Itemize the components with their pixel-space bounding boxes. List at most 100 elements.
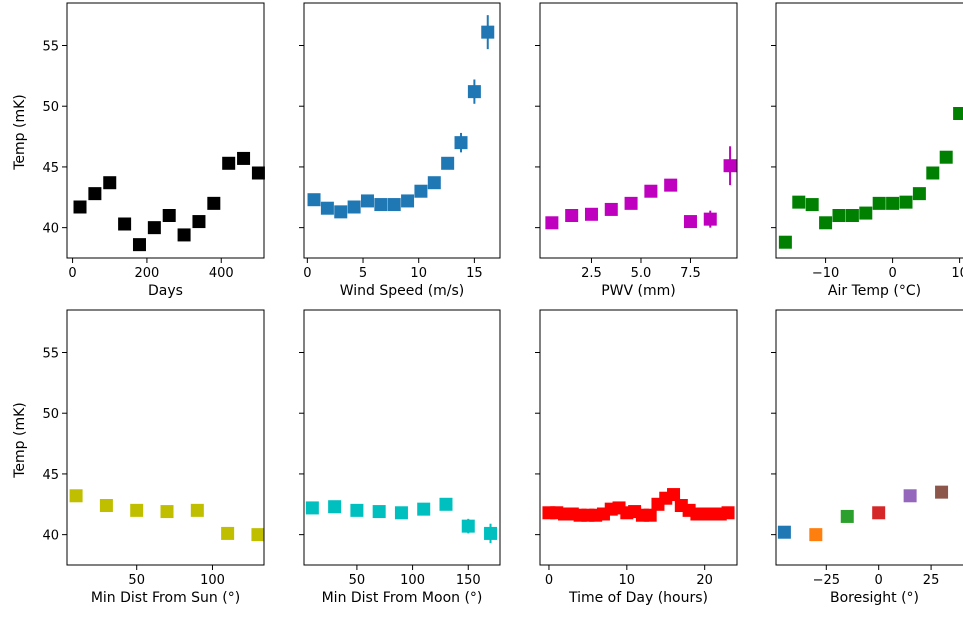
- x-axis-label: Air Temp (°C): [828, 283, 921, 299]
- data-point: [441, 156, 455, 170]
- data-point: [374, 198, 388, 212]
- data-point: [467, 85, 481, 99]
- ylabel-top: Temp (mK): [12, 94, 28, 171]
- ylabel-bottom: Temp (mK): [12, 402, 28, 479]
- y-tick-label: 40: [42, 222, 59, 237]
- data-point: [221, 526, 235, 540]
- axes-frame: [775, 2, 963, 259]
- data-point: [886, 196, 900, 210]
- axes-frame: [66, 2, 265, 259]
- x-tick-label: 200: [135, 266, 160, 281]
- y-tick-label: 45: [42, 161, 59, 176]
- y-tick-label: 45: [42, 468, 59, 483]
- data-point: [859, 206, 873, 220]
- y-tick-label: 40: [42, 529, 59, 544]
- data-point: [69, 489, 83, 503]
- data-point: [723, 159, 737, 173]
- data-point: [778, 235, 792, 249]
- data-point: [251, 528, 265, 542]
- data-point: [777, 525, 791, 539]
- x-axis-label: Boresight (°): [830, 590, 919, 606]
- panel-6: 50 100 150 Min Dist From Moon (°): [299, 309, 501, 606]
- x-tick-label: 100: [400, 573, 425, 588]
- panel-1: 40 45 50 55 0 200 400 Days: [42, 2, 265, 299]
- axes-frame: [775, 309, 963, 566]
- data-point: [721, 506, 735, 520]
- data-point: [872, 506, 886, 520]
- data-point: [643, 508, 657, 522]
- x-tick-label: 25: [923, 573, 940, 588]
- data-point: [334, 205, 348, 219]
- data-point: [192, 215, 206, 229]
- data-point: [427, 176, 441, 190]
- data-point: [939, 150, 953, 164]
- data-point: [935, 485, 949, 499]
- data-point: [162, 209, 176, 222]
- y-tick-label: 55: [42, 347, 59, 362]
- data-point: [809, 528, 823, 542]
- data-point: [454, 136, 468, 150]
- data-point: [664, 178, 678, 192]
- data-point: [237, 151, 251, 165]
- y-tick-label: 50: [42, 407, 59, 422]
- data-point: [819, 216, 833, 230]
- data-point: [394, 506, 408, 520]
- axes-frame: [303, 2, 501, 259]
- data-point: [130, 503, 144, 517]
- panel-4: −10 0 10 Air Temp (°C): [771, 2, 963, 299]
- x-tick-label: 0: [888, 266, 896, 281]
- data-point: [903, 489, 917, 503]
- x-tick-label: 10: [410, 266, 427, 281]
- x-tick-label: 0: [303, 266, 311, 281]
- x-axis-label: Min Dist From Sun (°): [91, 590, 240, 606]
- axes-frame: [539, 309, 738, 566]
- data-point: [360, 194, 374, 208]
- data-point: [624, 196, 638, 210]
- y-tick-label: 50: [42, 100, 59, 115]
- data-point: [644, 184, 658, 198]
- y-tick-label: 55: [42, 40, 59, 55]
- data-point: [565, 209, 579, 222]
- x-tick-label: 100: [200, 573, 225, 588]
- data-point: [667, 488, 681, 502]
- x-tick-label: 50: [349, 573, 366, 588]
- x-tick-label: 10: [951, 266, 963, 281]
- x-tick-label: 20: [696, 573, 713, 588]
- data-point: [439, 497, 453, 511]
- data-point: [584, 207, 598, 221]
- panel-7: 0 10 20 Time of Day (hours): [535, 309, 738, 606]
- x-tick-label: 7.5: [680, 266, 701, 281]
- panel-5: 40 45 50 55 50 100 Min Dist From Sun (°): [42, 309, 265, 606]
- data-point: [845, 209, 859, 222]
- data-point: [222, 156, 236, 170]
- data-point: [147, 221, 161, 235]
- data-point: [347, 200, 361, 214]
- x-tick-label: 10: [619, 573, 636, 588]
- data-point: [484, 526, 498, 540]
- data-point: [118, 217, 132, 231]
- x-tick-label: 50: [128, 573, 145, 588]
- data-point: [683, 215, 697, 229]
- data-point: [88, 187, 102, 201]
- data-point: [840, 509, 854, 523]
- data-point: [207, 196, 221, 210]
- x-tick-label: −10: [812, 266, 839, 281]
- x-tick-label: 5: [359, 266, 367, 281]
- data-point: [132, 238, 146, 252]
- data-point: [328, 500, 342, 514]
- x-tick-label: 400: [209, 266, 234, 281]
- data-point: [461, 519, 475, 533]
- x-tick-label: 0: [545, 573, 553, 588]
- x-tick-label: 15: [466, 266, 483, 281]
- data-point: [73, 200, 87, 214]
- data-point: [792, 195, 806, 209]
- data-point: [417, 502, 431, 516]
- data-point: [401, 194, 415, 208]
- data-point: [832, 209, 846, 222]
- axes-frame: [66, 309, 265, 566]
- data-point: [481, 25, 495, 39]
- data-point: [160, 505, 174, 519]
- data-point: [545, 216, 559, 230]
